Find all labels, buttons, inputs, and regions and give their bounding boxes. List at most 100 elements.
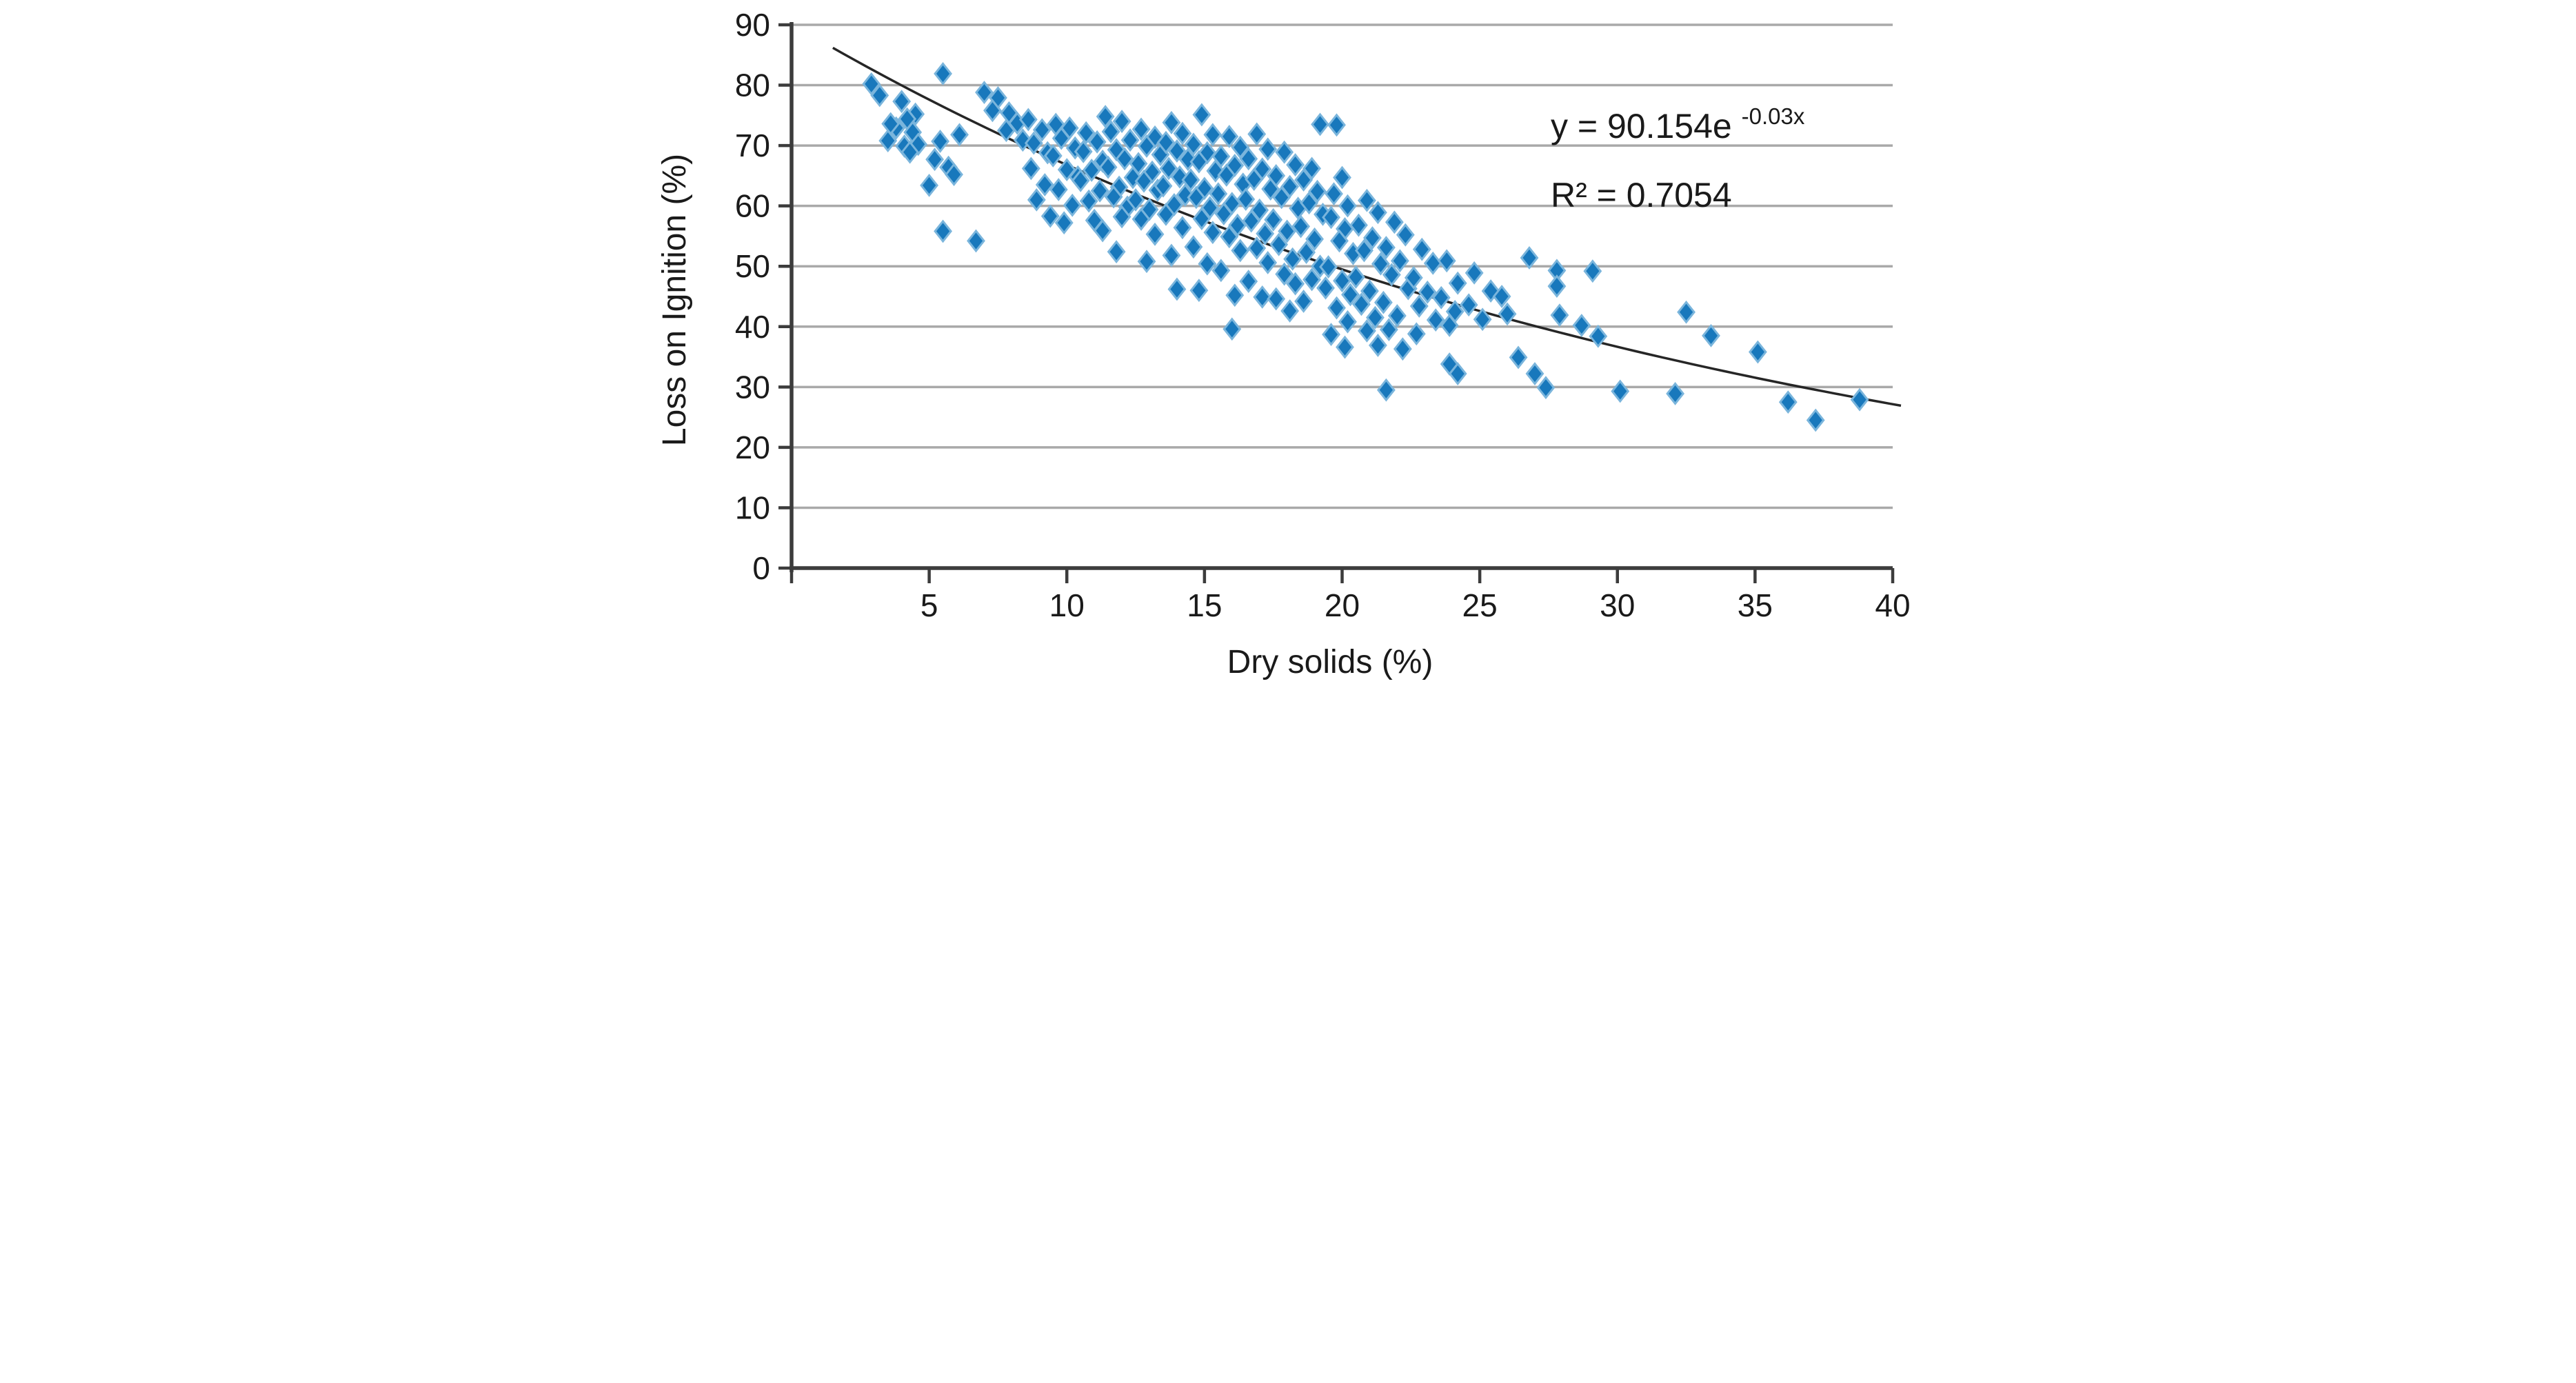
data-point (1189, 279, 1209, 303)
data-point (1407, 322, 1426, 346)
data-point (1032, 118, 1051, 142)
data-point (1278, 219, 1297, 243)
data-point (1027, 188, 1046, 212)
data-point (1051, 126, 1071, 150)
data-point (1231, 135, 1250, 159)
data-point (1189, 150, 1209, 174)
data-point (862, 72, 881, 96)
y-tick-label: 0 (752, 550, 770, 586)
data-point (1253, 285, 1272, 309)
data-point (1520, 246, 1539, 270)
data-point (1247, 236, 1267, 260)
data-point (1330, 229, 1349, 253)
data-point (1358, 188, 1376, 212)
data-point (1272, 185, 1291, 210)
data-point (1137, 250, 1156, 274)
data-point (1431, 285, 1451, 310)
data-point (925, 148, 945, 172)
data-point (1231, 239, 1250, 263)
data-point (1131, 207, 1151, 231)
data-point (1079, 189, 1098, 213)
data-point (1286, 272, 1305, 296)
data-point (1390, 249, 1409, 273)
data-point (1021, 157, 1040, 181)
data-point (1536, 376, 1556, 400)
y-tick-label: 50 (735, 248, 770, 284)
data-point (1426, 308, 1445, 332)
y-tick-label: 30 (735, 369, 770, 405)
data-point (1236, 188, 1256, 211)
data-point (1611, 379, 1630, 403)
data-point (1245, 168, 1264, 192)
data-point (1167, 277, 1187, 301)
data-point (1192, 103, 1211, 127)
y-tick-label: 70 (735, 128, 770, 163)
data-point (1376, 236, 1396, 259)
data-point (1203, 123, 1222, 147)
data-point (1162, 110, 1181, 134)
data-point (1112, 205, 1131, 229)
data-point (1225, 283, 1245, 307)
data-point (1385, 210, 1404, 234)
data-point (1096, 105, 1115, 128)
data-point (1448, 271, 1467, 295)
data-point (1302, 157, 1321, 181)
data-point (1242, 209, 1261, 233)
data-point (1448, 362, 1467, 385)
data-point (997, 119, 1016, 143)
data-point (1074, 139, 1093, 163)
data-point (1203, 221, 1222, 245)
y-axis-title: Loss on Ignition (%) (656, 154, 693, 446)
data-point (1363, 226, 1382, 250)
data-point (1256, 222, 1275, 245)
trendline-equation: y = 90.154e -0.03x (1551, 103, 1805, 145)
data-point (1076, 121, 1096, 145)
data-point (900, 140, 920, 164)
data-point (892, 90, 912, 114)
data-point (1368, 201, 1387, 225)
data-point (1286, 153, 1305, 177)
data-point (1583, 259, 1602, 283)
data-point (1192, 207, 1211, 230)
data-point (1267, 163, 1286, 188)
data-point (1173, 121, 1192, 145)
x-tick-label: 15 (1187, 587, 1222, 623)
data-point (1098, 155, 1118, 179)
data-point (1209, 182, 1228, 206)
data-point (1305, 227, 1324, 251)
data-point (870, 83, 889, 108)
data-point (1134, 169, 1154, 193)
data-point (1184, 235, 1203, 259)
data-point (1217, 163, 1236, 187)
data-point (1702, 323, 1720, 347)
data-point (1550, 303, 1569, 327)
data-point (1368, 333, 1387, 357)
data-point (1087, 130, 1107, 154)
data-point (1173, 216, 1192, 240)
data-point (1347, 265, 1365, 289)
x-tick-label: 5 (920, 587, 938, 623)
data-point (1129, 152, 1148, 176)
data-point (1291, 214, 1311, 239)
data-point (1162, 243, 1181, 267)
data-point (1589, 324, 1608, 348)
data-point (1338, 310, 1357, 334)
data-point (967, 229, 985, 253)
data-point (1666, 382, 1685, 405)
data-point (1035, 173, 1054, 196)
data-point (1806, 408, 1825, 432)
data-point (878, 129, 898, 152)
data-point (1465, 261, 1484, 285)
data-point (1404, 265, 1423, 290)
data-point (1115, 147, 1134, 171)
data-point (1572, 314, 1591, 337)
data-point (1294, 168, 1314, 192)
data-point (1311, 112, 1329, 137)
data-point (1104, 185, 1123, 209)
data-point (1211, 259, 1231, 283)
data-point (1269, 232, 1289, 256)
data-point (1322, 205, 1340, 230)
data-point (1473, 307, 1492, 332)
data-point (1049, 178, 1068, 201)
data-point (1393, 337, 1412, 361)
